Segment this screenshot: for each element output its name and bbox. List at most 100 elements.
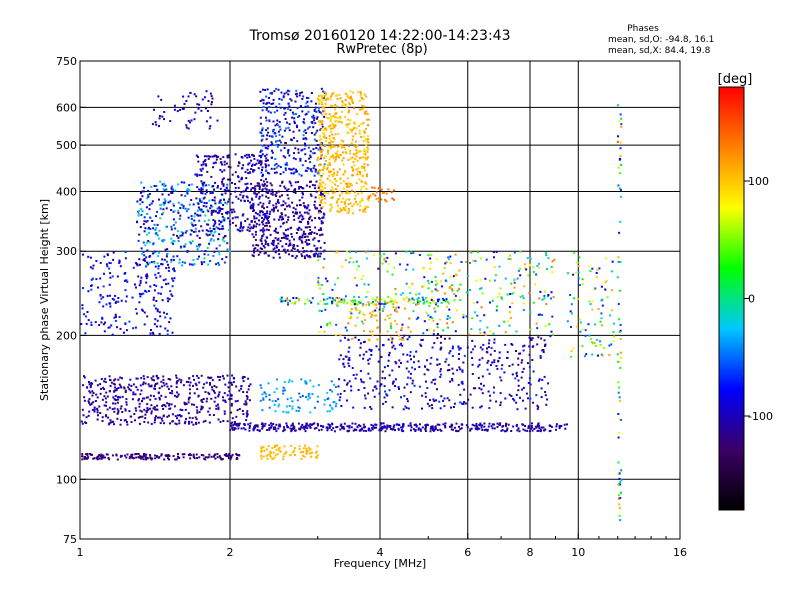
data-point [536,264,539,267]
data-point [226,248,229,251]
data-point [273,171,276,174]
data-point [268,190,271,193]
data-point [86,453,89,455]
data-point [241,196,244,199]
data-point [267,164,270,167]
data-point [337,145,339,148]
data-point [143,453,146,456]
data-point [575,271,578,274]
data-point [295,92,298,95]
data-point [141,400,143,403]
data-point [320,101,323,104]
data-point [230,397,233,400]
data-point [486,326,489,329]
data-point [511,292,514,295]
data-point [275,378,278,381]
data-point [166,248,169,251]
data-point [419,343,422,346]
data-point [167,201,170,204]
data-point [258,154,261,157]
data-point [192,456,195,459]
data-point [427,254,430,257]
data-point [151,252,154,255]
data-point [171,188,174,191]
data-point [334,133,337,136]
data-point [426,359,428,362]
data-point [413,368,416,371]
data-point [424,395,427,398]
data-point [119,327,122,330]
data-point [214,221,217,224]
data-point [81,453,84,455]
data-point [207,253,210,256]
data-point [109,294,111,297]
data-point [544,344,547,346]
data-point [381,377,384,380]
data-point [308,126,311,128]
data-point [162,381,165,384]
data-point [267,145,270,148]
data-point [442,423,445,426]
y-tick-label-600: 600 [56,101,77,114]
data-point [531,426,534,429]
data-point [160,394,163,397]
data-point [116,417,119,420]
data-point [206,234,209,237]
data-point [281,213,284,216]
data-point [159,204,162,206]
data-point [365,110,368,113]
data-point [284,142,287,145]
data-point [529,311,532,314]
data-point [326,168,329,171]
data-point [137,214,140,217]
data-point [431,425,434,428]
data-point [259,399,262,402]
data-point [137,213,140,215]
data-point [332,298,335,301]
data-point [461,402,463,405]
data-point [460,261,463,263]
data-point [293,427,296,430]
data-point [190,242,193,245]
data-point [350,308,353,310]
data-point [539,313,542,316]
data-point [283,428,286,431]
data-point [253,191,256,194]
data-point [296,228,299,231]
data-point [335,201,338,204]
data-point [275,195,278,197]
data-point [316,207,319,210]
data-point [234,183,236,185]
data-point [134,419,136,422]
data-point [523,344,526,347]
data-point [369,429,372,432]
data-point [226,189,229,192]
data-point [529,257,532,260]
data-point [340,298,343,301]
data-point [432,300,435,303]
data-point [342,197,344,200]
data-point [425,311,428,314]
data-point [81,458,84,461]
data-point [305,254,308,257]
data-point [96,396,99,399]
data-point [169,422,171,425]
data-point [360,186,363,189]
data-point [464,402,467,405]
data-point [94,379,97,382]
data-point [547,257,550,260]
data-point [304,380,307,383]
data-point [318,94,320,97]
data-point [324,183,327,186]
data-point [329,98,332,101]
data-point [495,251,498,253]
data-point [297,116,299,118]
data-point [391,339,394,342]
data-point [108,406,111,409]
data-point [491,427,494,430]
data-point [115,399,117,401]
data-point [274,193,277,196]
data-point [213,188,215,191]
data-point [324,187,326,189]
data-point [390,327,393,330]
